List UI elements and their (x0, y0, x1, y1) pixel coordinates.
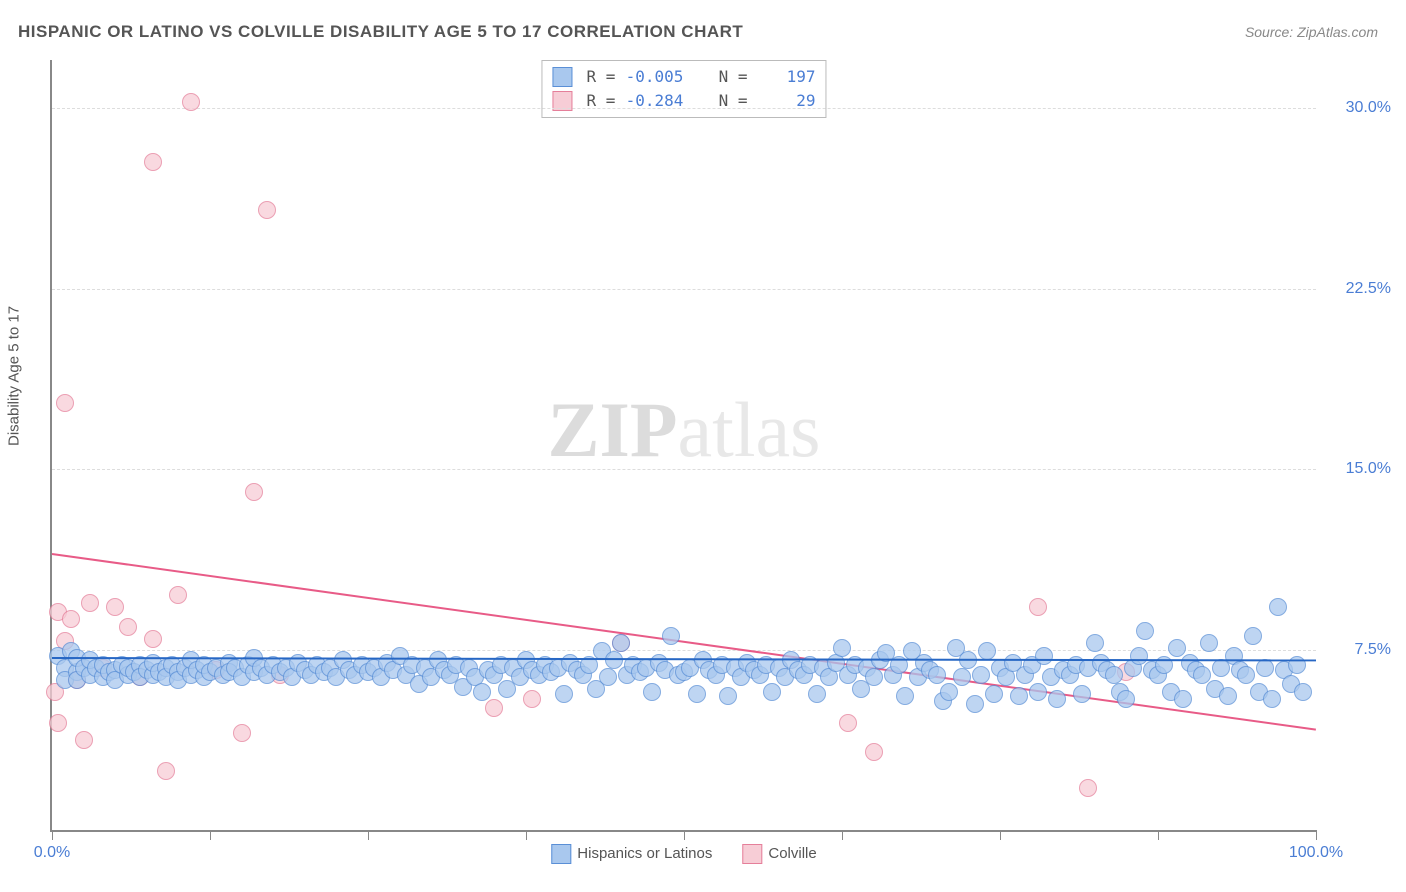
scatter-point (1136, 622, 1154, 640)
scatter-point (81, 594, 99, 612)
x-tick (1316, 830, 1317, 840)
scatter-point (719, 687, 737, 705)
y-tick-label: 30.0% (1346, 99, 1391, 117)
scatter-point (1073, 685, 1091, 703)
scatter-point (808, 685, 826, 703)
x-tick-label: 0.0% (34, 844, 70, 862)
stats-legend-row: R =-0.284 N =29 (552, 89, 815, 113)
scatter-point (233, 724, 251, 742)
scatter-point (485, 699, 503, 717)
scatter-point (928, 666, 946, 684)
scatter-point (1105, 666, 1123, 684)
scatter-point (985, 685, 1003, 703)
scatter-point (157, 762, 175, 780)
scatter-point (1237, 666, 1255, 684)
scatter-point (643, 683, 661, 701)
x-tick-label: 100.0% (1289, 844, 1343, 862)
scatter-point (1029, 598, 1047, 616)
scatter-point (523, 690, 541, 708)
scatter-point (1048, 690, 1066, 708)
scatter-point (865, 743, 883, 761)
scatter-point (106, 598, 124, 616)
scatter-point (169, 586, 187, 604)
series-legend: Hispanics or Latinos Colville (551, 844, 816, 864)
scatter-point (688, 685, 706, 703)
scatter-point (144, 153, 162, 171)
scatter-point (49, 714, 67, 732)
x-tick (1158, 830, 1159, 840)
scatter-point (599, 668, 617, 686)
gridline (52, 469, 1316, 470)
x-tick (684, 830, 685, 840)
correlation-chart: HISPANIC OR LATINO VS COLVILLE DISABILIT… (0, 0, 1406, 892)
scatter-point (75, 731, 93, 749)
scatter-point (182, 93, 200, 111)
gridline (52, 650, 1316, 651)
scatter-point (119, 618, 137, 636)
scatter-point (662, 627, 680, 645)
scatter-point (1200, 634, 1218, 652)
plot-area: ZIPatlas R =-0.005 N =197R =-0.284 N =29… (50, 60, 1316, 832)
scatter-point (1294, 683, 1312, 701)
y-tick-label: 7.5% (1355, 641, 1391, 659)
scatter-point (865, 668, 883, 686)
scatter-point (56, 394, 74, 412)
x-tick (368, 830, 369, 840)
scatter-point (555, 685, 573, 703)
scatter-point (258, 201, 276, 219)
scatter-point (763, 683, 781, 701)
watermark: ZIPatlas (548, 385, 821, 475)
scatter-point (1244, 627, 1262, 645)
scatter-point (839, 714, 857, 732)
x-tick (210, 830, 211, 840)
chart-title: HISPANIC OR LATINO VS COLVILLE DISABILIT… (18, 22, 743, 42)
scatter-point (966, 695, 984, 713)
scatter-point (833, 639, 851, 657)
scatter-point (953, 668, 971, 686)
gridline (52, 289, 1316, 290)
scatter-point (144, 630, 162, 648)
scatter-point (612, 634, 630, 652)
stats-legend-row: R =-0.005 N =197 (552, 65, 815, 89)
scatter-point (978, 642, 996, 660)
scatter-point (245, 483, 263, 501)
scatter-point (473, 683, 491, 701)
scatter-point (940, 683, 958, 701)
scatter-point (1010, 687, 1028, 705)
scatter-point (1035, 647, 1053, 665)
scatter-point (1117, 690, 1135, 708)
scatter-point (1263, 690, 1281, 708)
scatter-point (62, 610, 80, 628)
y-axis-label: Disability Age 5 to 17 (6, 306, 23, 446)
legend-item: Hispanics or Latinos (551, 844, 712, 864)
x-tick (52, 830, 53, 840)
x-tick (842, 830, 843, 840)
x-tick (526, 830, 527, 840)
scatter-point (1086, 634, 1104, 652)
scatter-point (1079, 779, 1097, 797)
y-tick-label: 22.5% (1346, 280, 1391, 298)
x-tick (1000, 830, 1001, 840)
stats-legend: R =-0.005 N =197R =-0.284 N =29 (541, 60, 826, 118)
scatter-point (1219, 687, 1237, 705)
scatter-point (1174, 690, 1192, 708)
legend-item: Colville (742, 844, 816, 864)
scatter-point (896, 687, 914, 705)
scatter-point (1269, 598, 1287, 616)
scatter-point (1029, 683, 1047, 701)
y-tick-label: 15.0% (1346, 460, 1391, 478)
scatter-point (972, 666, 990, 684)
chart-source: Source: ZipAtlas.com (1245, 24, 1378, 40)
gridline (52, 108, 1316, 109)
